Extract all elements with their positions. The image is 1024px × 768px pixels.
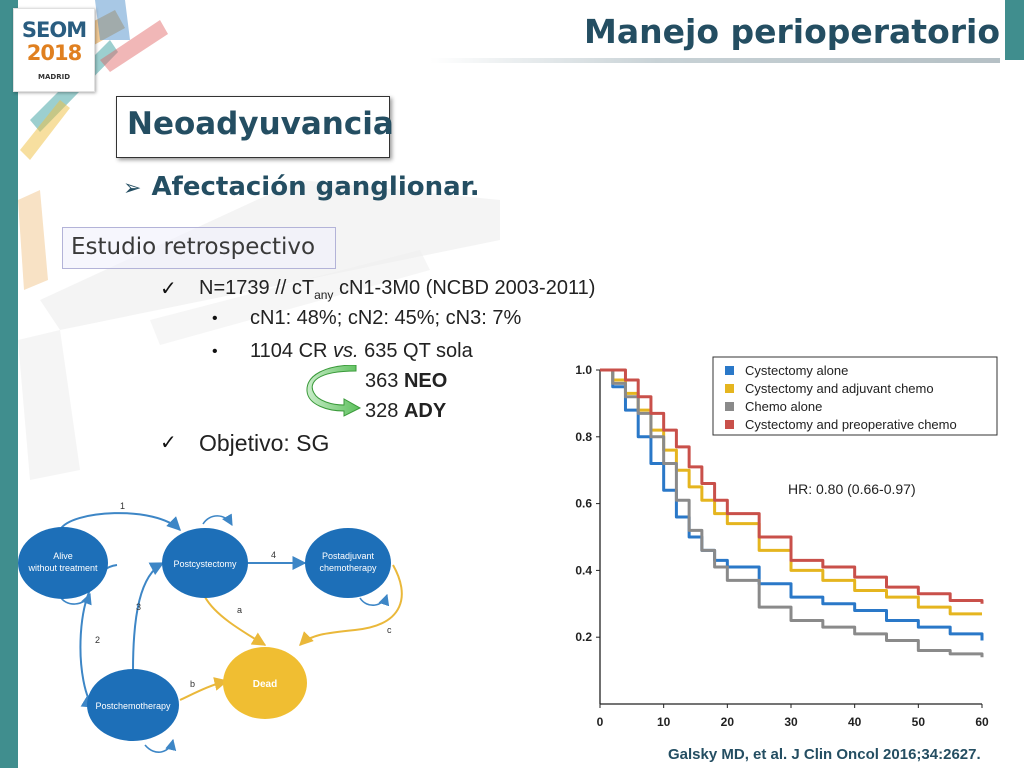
main-bullet-text: Afectación ganglionar. (151, 172, 480, 202)
transition-arrow-c (299, 564, 403, 646)
treatment-comparison-item: 1104 CR vs. 635 QT sola (250, 340, 473, 363)
series-line-3 (600, 368, 984, 658)
x-tick-label: 40 (848, 715, 862, 729)
edge-label-1: 1 (120, 501, 125, 511)
node-postadjuvant (305, 528, 391, 598)
objective-item: Objetivo: SG (199, 430, 330, 456)
edge-label-c: c (387, 625, 392, 635)
neoadjuvant-number: 363 (365, 370, 404, 392)
transition-arrow-1 (59, 512, 181, 531)
legend-label: Cystectomy and adjuvant chemo (745, 381, 934, 396)
edge-label-2: 2 (95, 635, 100, 645)
x-tick-label: 50 (912, 715, 926, 729)
x-tick-label: 20 (721, 715, 735, 729)
x-tick-label: 60 (975, 715, 989, 729)
node-postchemotherapy-label: Postchemotherapy (95, 701, 171, 711)
node-postcystectomy (162, 528, 248, 598)
y-tick-label: 1.0 (575, 363, 592, 377)
section-heading: Neoadyuvancia (127, 106, 394, 142)
edge-label-4: 4 (271, 550, 276, 560)
legend-swatch (725, 402, 734, 411)
bullet-dot-icon: • (212, 310, 218, 327)
arrow-bullet-icon: ➢ (123, 176, 142, 201)
state-transition-diagram: 1 4 2 3 a b c Alive without treatment Po… (18, 501, 403, 753)
node-alive-label-2: without treatment (27, 563, 98, 573)
transition-arrow-b (179, 677, 229, 701)
adjuvant-number: 328 (365, 400, 404, 422)
study-population-prefix: N=1739 // cT (199, 277, 315, 299)
node-alive (18, 527, 108, 599)
survival-chart: 0 10 20 30 40 50 60 0.2 0.4 0.6 0.8 1.0 Cystectomy … (575, 356, 998, 729)
study-population-item: N=1739 // cTany cN1-3M0 (NCBD 2003-2011) (199, 277, 595, 302)
chart-axes: 0 10 20 30 40 50 60 0.2 0.4 0.6 0.8 1.0 (575, 363, 989, 729)
neoadjuvant-count: 363 NEO (365, 370, 447, 393)
chart-series (600, 368, 984, 658)
logo-text-year: 2018 (26, 41, 82, 65)
legend-box (712, 356, 998, 436)
transition-arrow-a (204, 596, 267, 646)
node-alive-label-1: Alive (53, 551, 73, 561)
chart-legend: Cystectomy alone Cystectomy and adjuvant … (712, 356, 998, 436)
title-underline (430, 58, 1000, 63)
legend-swatch (725, 366, 734, 375)
x-tick-label: 10 (657, 715, 671, 729)
node-dead (223, 647, 307, 719)
self-loop-postadjuvant (359, 593, 390, 607)
citation: Galsky MD, et al. J Clin Oncol 2016;34:2… (668, 746, 981, 763)
treatment-qt-text: 635 QT sola (358, 340, 473, 362)
nodal-distribution-item: cN1: 48%; cN2: 45%; cN3: 7% (250, 307, 522, 329)
bullet-dot-icon: • (212, 343, 218, 360)
checkmark-icon: ✓ (160, 278, 177, 300)
hazard-ratio-annotation: HR: 0.80 (0.66-0.97) (788, 481, 916, 497)
study-type-box: Estudio retrospectivo (62, 227, 336, 269)
legend-label: Cystectomy alone (745, 363, 848, 378)
self-loop-postcystectomy (202, 513, 233, 526)
treatment-cr-text: 1104 CR (250, 340, 334, 362)
node-postadjuvant-label-1: Postadjuvant (322, 551, 375, 561)
node-postcystectomy-label: Postcystectomy (173, 559, 237, 569)
logo-text-city: MADRID (38, 73, 70, 81)
x-tick-label: 0 (597, 715, 604, 729)
legend-label: Chemo alone (745, 399, 822, 414)
adjuvant-label: ADY (403, 400, 447, 422)
legend-swatch (725, 420, 734, 429)
edge-label-a: a (237, 605, 242, 615)
section-heading-box: Neoadyuvancia (116, 96, 394, 158)
transition-arrow-3 (132, 562, 165, 672)
self-loop-postchemotherapy (144, 738, 177, 753)
y-tick-label: 0.8 (575, 430, 592, 444)
y-tick-label: 0.6 (575, 497, 592, 511)
legend-swatch (725, 384, 734, 393)
neoadjuvant-label: NEO (403, 370, 448, 392)
versus-text: vs. (333, 340, 359, 362)
y-tick-label: 0.2 (575, 630, 592, 644)
node-dead-label: Dead (253, 679, 277, 690)
curved-arrow-icon (306, 365, 362, 417)
series-line-4 (600, 368, 984, 604)
legend-label: Cystectomy and preoperative chemo (745, 417, 957, 432)
node-postadjuvant-label-2: chemotherapy (319, 563, 377, 573)
main-bullet: ➢ Afectación ganglionar. (123, 172, 480, 202)
checkmark-icon: ✓ (160, 432, 177, 454)
adjuvant-count: 328 ADY (365, 400, 446, 423)
x-tick-label: 30 (784, 715, 798, 729)
seom-2018-logo: SEOM 2018 MADRID (13, 8, 95, 92)
node-postchemotherapy (87, 669, 179, 741)
study-population-suffix: cN1-3M0 (NCBD 2003-2011) (333, 277, 596, 299)
y-tick-label: 0.4 (575, 563, 592, 577)
edge-label-3: 3 (136, 602, 141, 612)
slide-title: Manejo perioperatorio (584, 12, 1000, 51)
logo-text-seom: SEOM (21, 18, 87, 42)
edge-label-b: b (190, 679, 195, 689)
study-population-subscript: any (314, 288, 334, 302)
study-type-label: Estudio retrospectivo (71, 234, 316, 260)
